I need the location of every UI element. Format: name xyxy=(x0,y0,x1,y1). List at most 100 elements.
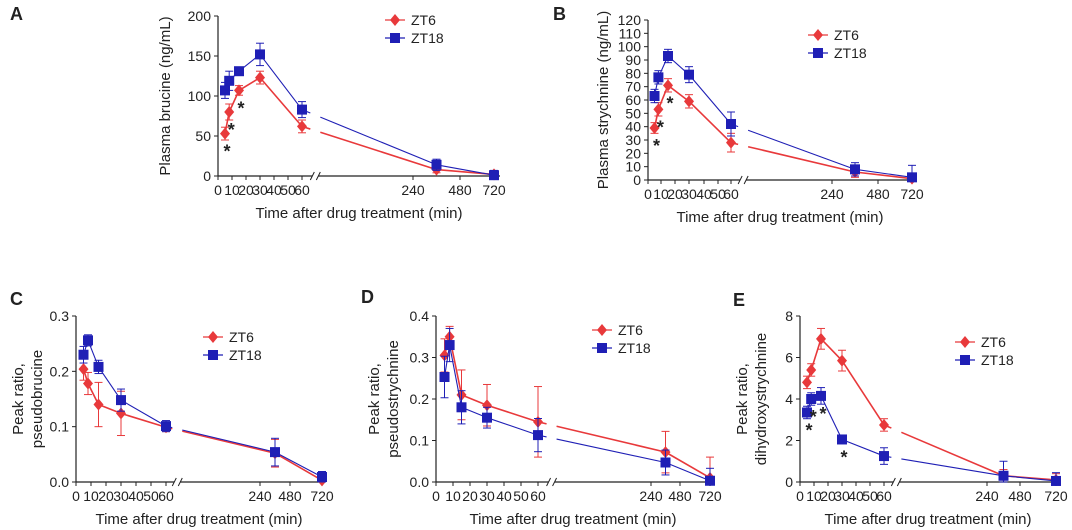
y-tick-label: 8 xyxy=(785,308,793,324)
legend-label: ZT6 xyxy=(834,27,859,43)
data-point xyxy=(220,127,230,140)
legend-label: ZT18 xyxy=(618,340,651,356)
y-tick-label: 0.3 xyxy=(410,350,430,366)
x-tick-label: 50 xyxy=(513,488,529,504)
y-tick-label: 6 xyxy=(785,350,793,366)
data-point xyxy=(802,407,812,418)
data-point xyxy=(116,395,126,406)
x-tick-label: 30 xyxy=(479,488,495,504)
legend: ZT6 ZT18 xyxy=(592,322,651,356)
panel-letter: E xyxy=(733,290,745,310)
data-point xyxy=(684,69,694,80)
data-point xyxy=(802,376,812,389)
y-tick-label: 30 xyxy=(625,132,641,148)
x-tick-label: 10 xyxy=(653,186,669,202)
x-tick-label: 40 xyxy=(128,488,144,504)
y-tick-label: 0 xyxy=(633,172,641,188)
y-tick-label: 100 xyxy=(618,39,642,55)
series-line xyxy=(665,461,711,482)
axis-break-mark xyxy=(890,477,896,487)
y-axis-label: Peak ratio, pseudobrucine xyxy=(10,350,46,448)
y-tick-label: 50 xyxy=(625,105,641,121)
x-tick-label: 10 xyxy=(83,488,99,504)
data-point xyxy=(439,372,450,383)
legend-marker xyxy=(960,355,970,365)
data-point xyxy=(653,103,664,116)
legend-marker xyxy=(813,29,823,41)
chart-panel-c: C 0.0 0.1 0.2 0.3 0 10 20 30 40 50 60 240 480 720 Time … xyxy=(10,289,334,528)
data-point xyxy=(850,164,860,175)
y-tick-label: 0.2 xyxy=(410,391,430,407)
x-tick-label: 20 xyxy=(462,488,478,504)
legend: ZT6 ZT18 xyxy=(203,329,262,363)
y-tick-label: 0.2 xyxy=(50,363,70,379)
x-tick-label: 240 xyxy=(820,186,844,202)
x-tick-label: 30 xyxy=(113,488,129,504)
data-point xyxy=(482,412,492,423)
series-line xyxy=(747,145,856,173)
data-point xyxy=(837,434,847,445)
x-tick-label: 240 xyxy=(639,488,663,504)
x-tick-label: 50 xyxy=(280,182,296,198)
series-line xyxy=(667,84,690,102)
legend-marker xyxy=(960,336,970,348)
y-tick-label: 80 xyxy=(625,65,641,81)
y-tick-label: 0.1 xyxy=(410,433,430,449)
series-line xyxy=(182,430,276,455)
x-tick-label: 20 xyxy=(667,186,683,202)
data-point xyxy=(649,91,660,101)
data-point xyxy=(161,421,171,432)
x-tick-label: 30 xyxy=(834,488,850,504)
x-tick-label: 60 xyxy=(294,182,310,198)
y-tick-label: 110 xyxy=(619,25,642,41)
panel-letter: D xyxy=(361,287,374,307)
y-tick-label: 100 xyxy=(188,88,212,104)
series-line xyxy=(841,438,885,457)
series-zt6 xyxy=(220,70,499,181)
y-tick-label: 50 xyxy=(195,128,211,144)
series-line xyxy=(556,438,666,464)
significance-asterisk: * xyxy=(840,447,847,467)
x-tick-label: 480 xyxy=(278,488,302,504)
x-tick-label: 480 xyxy=(668,488,692,504)
series-line xyxy=(901,431,1004,477)
series-line xyxy=(182,429,276,453)
series-line xyxy=(461,394,488,406)
data-point xyxy=(431,159,442,170)
axis-break-mark xyxy=(743,175,749,185)
data-point xyxy=(83,335,93,346)
data-point xyxy=(879,418,889,431)
series-line xyxy=(486,404,539,423)
y-axis-label: Peak ratio, dihydroxystrychnine xyxy=(734,333,770,466)
legend-marker xyxy=(390,33,400,43)
x-tick-label: 30 xyxy=(681,186,697,202)
series-zt6 xyxy=(439,325,715,484)
data-point xyxy=(726,119,736,129)
x-tick-label: 60 xyxy=(530,488,546,504)
axis-break-mark xyxy=(896,477,902,487)
x-axis-label: Time after drug treatment (min) xyxy=(676,209,883,226)
series-line xyxy=(1003,475,1057,482)
significance-asterisk: * xyxy=(237,98,244,118)
y-tick-label: 40 xyxy=(625,119,641,135)
chart-panel-d: D 0.0 0.1 0.2 0.3 0.4 0 10 20 30 40 50 60 240 480 720 Ti… xyxy=(361,287,722,528)
data-point xyxy=(220,85,230,96)
x-axis-label: Time after drug treatment (min) xyxy=(469,511,676,528)
legend-marker xyxy=(813,48,823,58)
data-point xyxy=(78,349,89,360)
series-line xyxy=(901,458,1004,477)
data-point xyxy=(489,170,499,181)
x-tick-label: 480 xyxy=(448,182,472,198)
legend-label: ZT18 xyxy=(981,352,1014,368)
series-line xyxy=(120,412,167,428)
y-tick-label: 0.4 xyxy=(410,308,430,324)
panel-letter: B xyxy=(553,4,566,24)
data-point xyxy=(270,447,280,458)
data-point xyxy=(663,51,673,61)
series-line xyxy=(841,360,885,426)
y-tick-label: 0.1 xyxy=(50,419,70,435)
panel-letter: A xyxy=(10,4,23,24)
data-point xyxy=(444,340,455,351)
